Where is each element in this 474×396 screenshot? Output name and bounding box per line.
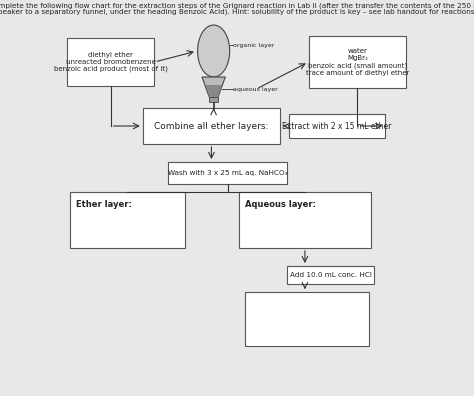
Bar xyxy=(70,192,185,248)
Bar xyxy=(239,192,371,248)
Text: organic layer: organic layer xyxy=(233,42,274,48)
Text: Complete the following flow chart for the extraction steps of the Grignard react: Complete the following flow chart for th… xyxy=(0,2,474,8)
Text: aqueous layer: aqueous layer xyxy=(233,86,277,91)
Polygon shape xyxy=(206,85,222,99)
Bar xyxy=(309,36,406,88)
Bar xyxy=(168,162,287,184)
Ellipse shape xyxy=(198,25,230,77)
Bar xyxy=(287,266,374,284)
Bar xyxy=(143,108,280,144)
Bar xyxy=(209,97,218,102)
Text: Extract with 2 x 15 mL ether: Extract with 2 x 15 mL ether xyxy=(283,122,392,131)
Text: Combine all ether layers:: Combine all ether layers: xyxy=(154,122,269,131)
Bar xyxy=(67,38,155,86)
Text: Aqueous layer:: Aqueous layer: xyxy=(245,200,316,209)
Text: water
MgBr₂
benzoic acid (small amount)
trace amount of diethyl ether: water MgBr₂ benzoic acid (small amount) … xyxy=(306,48,409,76)
Text: Ether layer:: Ether layer: xyxy=(76,200,131,209)
Bar xyxy=(289,114,385,138)
Bar xyxy=(245,292,369,346)
Polygon shape xyxy=(202,77,225,99)
Text: Add 10.0 mL conc. HCl: Add 10.0 mL conc. HCl xyxy=(290,272,372,278)
Text: beaker to a separatory funnel, under the heading Benzoic Acid). Hint: solubility: beaker to a separatory funnel, under the… xyxy=(0,8,474,15)
Text: Wash with 3 x 25 mL aq. NaHCO₃: Wash with 3 x 25 mL aq. NaHCO₃ xyxy=(168,170,287,176)
Text: diethyl ether
unreacted bromobenzene
benzoic acid product (most of it): diethyl ether unreacted bromobenzene ben… xyxy=(54,52,168,72)
